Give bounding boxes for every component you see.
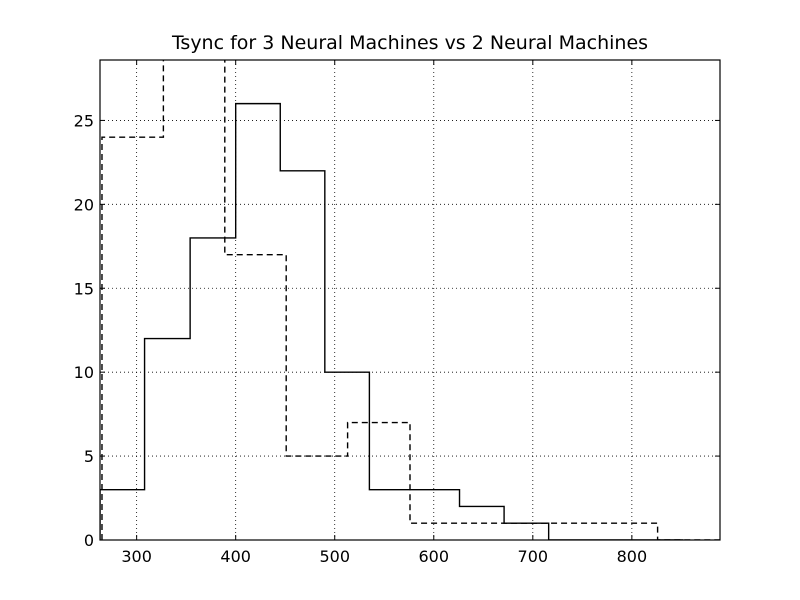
y-tick-label: 10 — [74, 363, 94, 382]
y-tick-label: 25 — [74, 111, 94, 130]
y-tick-label: 20 — [74, 195, 94, 214]
y-tick-label: 5 — [84, 447, 94, 466]
series-solid-step — [100, 102, 684, 540]
x-tick-label: 700 — [518, 547, 549, 566]
x-tick-label: 800 — [617, 547, 648, 566]
x-tick-label: 400 — [220, 547, 251, 566]
y-tick-label: 15 — [74, 279, 94, 298]
chart-title: Tsync for 3 Neural Machines vs 2 Neural … — [171, 32, 648, 54]
tick-labels: 300 400 500 600 700 800 0 5 10 15 20 25 — [74, 111, 647, 566]
histogram-series — [100, 60, 720, 540]
x-tick-label: 600 — [418, 547, 449, 566]
x-tick-label: 500 — [319, 547, 350, 566]
axes — [99, 59, 721, 541]
plot-frame — [99, 59, 721, 541]
series-dashed-step — [101, 60, 720, 540]
x-tick-label: 300 — [121, 547, 152, 566]
y-tick-label: 0 — [84, 531, 94, 550]
